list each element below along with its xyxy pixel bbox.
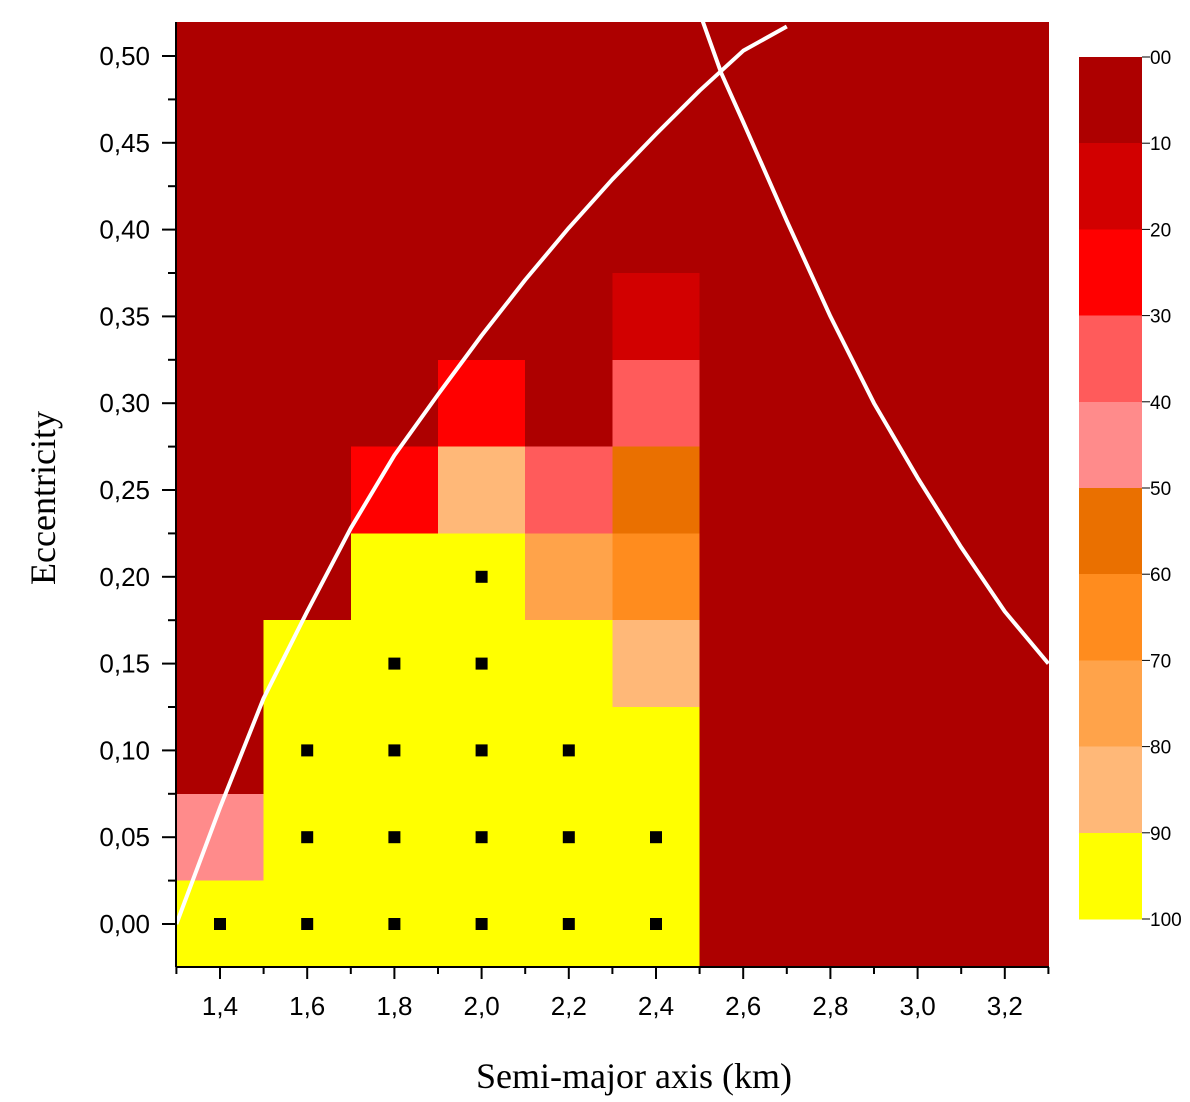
boundary-curves	[176, 22, 1049, 925]
x-tick-label: 3,0	[900, 991, 936, 1021]
marker-point	[388, 744, 401, 757]
colorbar-label: 40	[1150, 393, 1171, 414]
x-tick-label: 1,8	[376, 991, 412, 1021]
y-tick-label: 0,20	[99, 562, 150, 592]
marker-point	[562, 831, 575, 844]
heatmap-cell	[263, 620, 351, 707]
colorbar-segment	[1079, 746, 1142, 834]
heatmap-cell	[612, 707, 700, 794]
heatmap-cell	[612, 533, 700, 621]
axes: 1,4 1,6 1,8 2,0 2,2 2,4 2,6 2,8 3,0 3,2 0,00 0,05 0,…	[99, 22, 1050, 1021]
colorbar-label: 100	[1150, 910, 1182, 931]
marker-point	[475, 744, 488, 757]
marker-point	[388, 657, 401, 670]
heatmap-cells	[176, 273, 700, 967]
colorbar-segment	[1079, 832, 1142, 920]
y-axis-title: Eccentricity	[23, 411, 63, 585]
y-tick-label: 0,45	[99, 128, 150, 158]
colorbar-label: 50	[1150, 479, 1171, 500]
marker-point	[562, 744, 575, 757]
marker-point	[388, 918, 401, 930]
colorbar-segment	[1079, 401, 1142, 489]
marker-point	[475, 570, 488, 583]
y-tick-label: 0,25	[99, 475, 150, 505]
heatmap-cell	[350, 533, 438, 621]
marker-point	[388, 831, 401, 844]
heatmap-cell	[525, 620, 613, 707]
marker-point	[475, 831, 488, 844]
heatmap-cell	[438, 446, 526, 534]
colorbar-segment	[1079, 57, 1142, 144]
x-axis-title: Semi-major axis (km)	[476, 1056, 792, 1096]
marker-point	[650, 918, 662, 930]
y-tick-label: 0,30	[99, 388, 150, 418]
marker-point	[475, 918, 488, 930]
colorbar-segment	[1079, 143, 1142, 230]
x-tick-label: 2,8	[812, 991, 848, 1021]
data-markers	[214, 570, 662, 930]
x-tick-label: 3,2	[987, 991, 1023, 1021]
colorbar-label: 20	[1150, 220, 1171, 241]
heatmap-cell	[350, 446, 438, 534]
colorbar-segment	[1079, 229, 1142, 317]
heatmap-cell	[525, 446, 613, 534]
boundary-curve-1	[176, 24, 788, 925]
y-tick-label: 0,15	[99, 649, 150, 679]
colorbar: 00 10 20 30 40 50 60 70 80 90 100	[1079, 48, 1182, 931]
marker-point	[301, 744, 314, 757]
marker-point	[301, 831, 314, 844]
colorbar-label: 10	[1150, 134, 1171, 155]
colorbar-segment	[1079, 488, 1142, 575]
y-tick-label: 0,35	[99, 301, 150, 331]
y-tick-label: 0,05	[99, 822, 150, 852]
x-tick-label: 1,4	[202, 991, 238, 1021]
heatmap-cell	[525, 533, 613, 621]
y-tick-label: 0,40	[99, 215, 150, 245]
marker-point	[650, 831, 662, 844]
marker-point	[301, 918, 314, 930]
colorbar-label: 60	[1150, 565, 1171, 586]
y-tick-label: 0,00	[99, 909, 150, 939]
heatmap-cell	[612, 446, 700, 534]
x-tick-label: 2,0	[464, 991, 500, 1021]
heatmap-cell	[438, 359, 526, 447]
heatmap-cell	[612, 620, 700, 707]
heatmap-cell	[612, 273, 700, 360]
x-tick-label: 2,6	[725, 991, 761, 1021]
marker-point	[562, 918, 575, 930]
boundary-curve-2	[700, 22, 1049, 665]
plot-area	[176, 22, 1049, 967]
colorbar-segment	[1079, 660, 1142, 748]
colorbar-label: 70	[1150, 651, 1171, 672]
colorbar-label: 90	[1150, 824, 1171, 845]
colorbar-label: 00	[1150, 48, 1171, 69]
y-tick-label: 0,50	[99, 41, 150, 71]
colorbar-label: 30	[1150, 307, 1171, 328]
colorbar-segment	[1079, 574, 1142, 661]
x-tick-label: 2,4	[638, 991, 674, 1021]
marker-point	[214, 918, 226, 930]
heatmap-cell	[612, 359, 700, 447]
colorbar-label: 80	[1150, 738, 1171, 759]
x-tick-label: 1,6	[289, 991, 325, 1021]
marker-point	[475, 657, 488, 670]
y-tick-label: 0,10	[99, 735, 150, 765]
x-tick-label: 2,2	[551, 991, 587, 1021]
colorbar-segment	[1079, 315, 1142, 403]
